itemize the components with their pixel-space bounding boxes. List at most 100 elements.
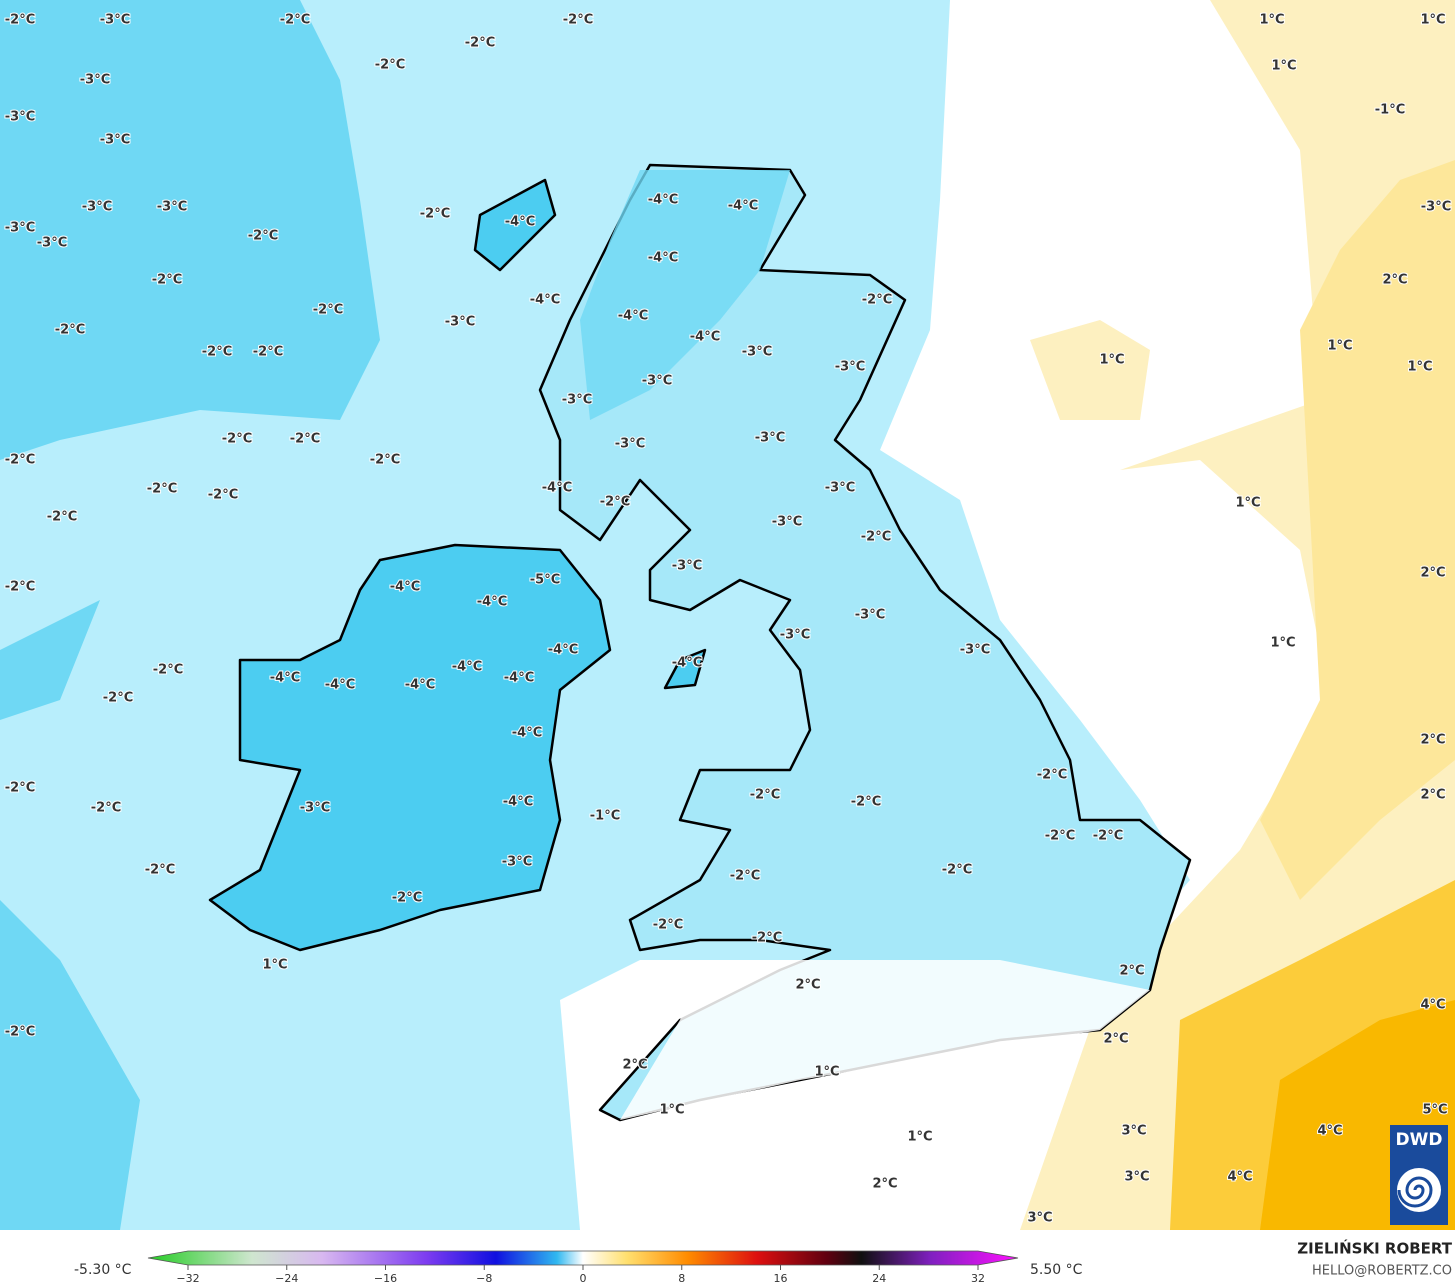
temperature-label: -2°C [5,580,35,595]
temperature-label: 2°C [1420,788,1445,803]
temperature-label: -2°C [280,13,310,28]
temperature-label: -2°C [202,345,232,360]
southern-england-mild [620,960,1150,1120]
temperature-label: -4°C [530,293,560,308]
ireland [208,543,612,952]
temperature-label: -2°C [392,891,422,906]
temperature-label: -3°C [445,315,475,330]
temperature-label: -2°C [5,453,35,468]
colorbar-tick-label: −32 [176,1272,199,1285]
temperature-label: -4°C [618,309,648,324]
temperature-label: 1°C [1271,59,1296,74]
temperature-label: -3°C [300,801,330,816]
temperature-label: -3°C [1421,200,1451,215]
temperature-label: -3°C [755,431,785,446]
temperature-label: -2°C [147,482,177,497]
logo-text: DWD [1396,1130,1443,1150]
temperature-label: 2°C [1382,273,1407,288]
temperature-label: -4°C [672,656,702,671]
temperature-label: -2°C [752,931,782,946]
temperature-label: -2°C [600,495,630,510]
temperature-label: -4°C [505,215,535,230]
colorbar-tick-label: 8 [678,1272,685,1285]
temperature-label: 1°C [1099,353,1124,368]
temperature-label: -4°C [503,795,533,810]
temperature-label: 3°C [1124,1170,1149,1185]
temperature-label: -4°C [648,193,678,208]
temperature-label: 2°C [1103,1032,1128,1047]
temperature-label: -2°C [313,303,343,318]
temperature-label: 1°C [1327,339,1352,354]
temperature-labels: -2°C -3°C -2°C -2°C -2°C -2°C -3°C -3°C -3°C -3°C… [4,12,1452,1227]
temperature-label: -2°C [253,345,283,360]
temperature-label: -2°C [465,36,495,51]
temperature-label: 2°C [795,978,820,993]
email: HELLO@ROBERTZ.CO [1312,1264,1452,1279]
colorbar [147,1250,1019,1266]
temperature-label: 1°C [907,1130,932,1145]
temperature-label: -3°C [100,133,130,148]
temperature-label: -2°C [5,13,35,28]
max-value: 5.50 °C [1030,1262,1083,1278]
temperature-label: -2°C [47,510,77,525]
temperature-label: -4°C [390,580,420,595]
temperature-label: 1°C [1270,636,1295,651]
temperature-label: -2°C [1093,829,1123,844]
temperature-label: -2°C [55,323,85,338]
temperature-label: -4°C [512,726,542,741]
dwd-logo: DWD [1390,1125,1448,1225]
temperature-label: -2°C [730,869,760,884]
land [208,163,1192,1122]
colorbar-tick-label: −24 [275,1272,298,1285]
temperature-label: -2°C [420,207,450,222]
temperature-label: -4°C [325,678,355,693]
temperature-label: 3°C [1027,1211,1052,1226]
colorbar-tick-label: 32 [971,1272,985,1285]
temperature-label: -2°C [862,293,892,308]
colorbar-tick-label: −8 [476,1272,492,1285]
temperature-label: -4°C [270,671,300,686]
temperature-label: -2°C [145,863,175,878]
temperature-label: 2°C [1119,964,1144,979]
temperature-label: 1°C [262,958,287,973]
temperature-label: -3°C [615,437,645,452]
colorbar-tick-label: −16 [374,1272,397,1285]
temperature-label: 4°C [1227,1170,1252,1185]
author: ZIELIŃSKI ROBERT [1297,1239,1452,1258]
temperature-label: -3°C [835,360,865,375]
temperature-label: -2°C [1045,829,1075,844]
temperature-label: -3°C [502,855,532,870]
temperature-label: -3°C [780,628,810,643]
temperature-label: 1°C [1407,360,1432,375]
temperature-label: -2°C [290,432,320,447]
temperature-label: -2°C [861,530,891,545]
temperature-label: 1°C [1420,13,1445,28]
temperature-label: -4°C [548,643,578,658]
temperature-label: -2°C [653,918,683,933]
temperature-label: -3°C [742,345,772,360]
temperature-label: -4°C [648,251,678,266]
temperature-label: -2°C [103,691,133,706]
temperature-label: -2°C [222,432,252,447]
temperature-label: -4°C [728,199,758,214]
temperature-label: 3°C [1121,1124,1146,1139]
temperature-label: -3°C [157,200,187,215]
temperature-label: -4°C [504,671,534,686]
temperature-label: -2°C [5,1025,35,1040]
temperature-label: -3°C [960,643,990,658]
temperature-label: -4°C [477,595,507,610]
temperature-label: -4°C [405,678,435,693]
temperature-label: -2°C [153,663,183,678]
temperature-label: 1°C [1259,13,1284,28]
temperature-label: -5°C [530,573,560,588]
temperature-label: -3°C [82,200,112,215]
isle-of-man [663,648,707,690]
temperature-label: -3°C [772,515,802,530]
temperature-label: -4°C [452,660,482,675]
temperature-label: -3°C [80,73,110,88]
temperature-label: -3°C [825,481,855,496]
temperature-label: 5°C [1422,1103,1447,1118]
hebrides [473,178,557,272]
temperature-label: -3°C [5,110,35,125]
